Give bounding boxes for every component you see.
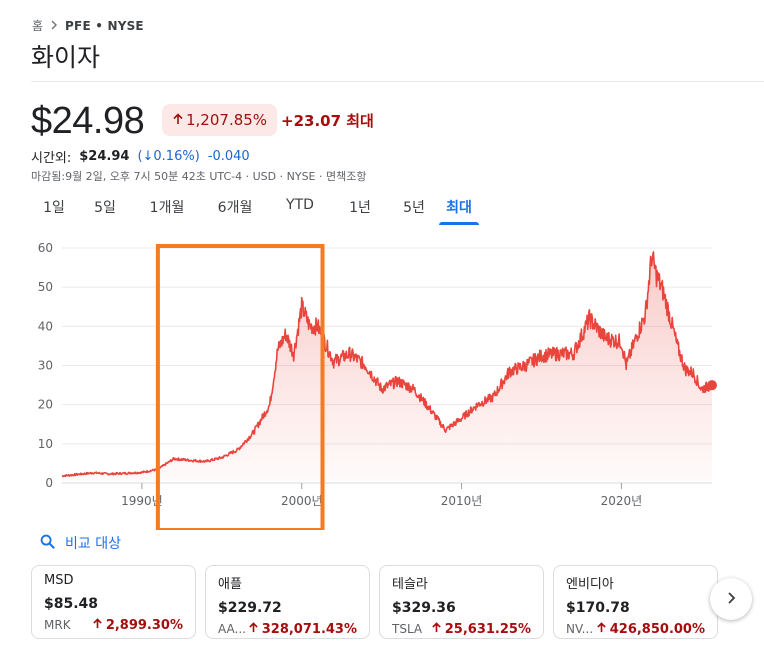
after-hours-label: 시간외: (31, 151, 72, 166)
card-footer: MRK 2,899.30% (44, 618, 183, 633)
search-icon (40, 534, 55, 553)
tab-6[interactable]: 1년 (349, 200, 371, 216)
card-footer: TSLA 25,631.25% (392, 622, 531, 637)
arrow-up-icon (172, 111, 184, 129)
breadcrumb-ticker: PFE • NYSE (65, 18, 144, 33)
card-price: $85.48 (44, 596, 99, 612)
x-tick-label: 2000년 (281, 494, 323, 508)
card-name: 애플 (218, 577, 242, 592)
card-percent: 328,071.43% (248, 622, 357, 637)
y-tick-label: 40 (38, 319, 53, 333)
card-percent-value: 328,071.43% (261, 622, 357, 637)
highlight-box (155, 244, 325, 530)
compare-card[interactable]: 엔비디아 $170.78 NV... 426,850.00% (553, 565, 718, 639)
card-price: $329.36 (392, 600, 456, 616)
tab-8[interactable]: 최대 (439, 195, 479, 225)
breadcrumb: 홈 PFE • NYSE (32, 17, 144, 34)
card-ticker: AA... (218, 622, 246, 636)
compare-label: 비교 대상 (65, 536, 121, 552)
card-percent: 426,850.00% (596, 622, 705, 637)
chevron-right-icon (724, 590, 738, 609)
tab-3[interactable]: 1개월 (149, 200, 185, 216)
card-price: $229.72 (218, 600, 282, 616)
card-ticker: MRK (44, 618, 71, 632)
page-title: 화이자 (31, 43, 101, 72)
compare-card[interactable]: 애플 $229.72 AA... 328,071.43% (205, 565, 370, 639)
compare-card[interactable]: MSD $85.48 MRK 2,899.30% (31, 565, 196, 639)
percent-change-badge: 1,207.85% (162, 104, 278, 136)
x-tick-label: 1990년 (121, 494, 163, 508)
y-tick-label: 60 (38, 241, 53, 255)
after-hours-price: $24.94 (79, 149, 130, 164)
card-percent: 25,631.25% (431, 622, 531, 637)
after-hours-row: 시간외: $24.94 (↓0.16%) -0.040 (31, 147, 250, 166)
comparison-cards: MSD $85.48 MRK 2,899.30% 애플 $229.72 AA... 328,0… (31, 565, 718, 639)
breadcrumb-home[interactable]: 홈 (32, 19, 44, 33)
tab-5[interactable]: YTD (286, 197, 314, 213)
tab-4[interactable]: 6개월 (217, 200, 253, 216)
card-price: $170.78 (566, 600, 630, 616)
after-hours-percent: (↓0.16%) (137, 149, 200, 164)
tab-1[interactable]: 1일 (43, 200, 65, 216)
after-hours-change: -0.040 (207, 149, 250, 164)
compare-button[interactable]: 비교 대상 (40, 533, 121, 553)
percent-change-value: 1,207.85% (186, 111, 268, 129)
card-percent-value: 426,850.00% (609, 622, 705, 637)
absolute-change: +23.07 최대 (281, 112, 374, 130)
tab-7[interactable]: 5년 (403, 200, 425, 216)
arrow-up-icon (248, 622, 258, 633)
card-percent-value: 2,899.30% (105, 618, 183, 633)
divider (31, 81, 764, 82)
arrow-up-icon (93, 618, 102, 629)
market-status-meta: 마감됨:9월 2일, 오후 7시 50분 42초 UTC-4 · USD · N… (31, 170, 367, 183)
card-name: 테슬라 (392, 577, 428, 592)
card-percent: 2,899.30% (92, 618, 183, 633)
chevron-right-icon (49, 19, 59, 33)
price-area (62, 251, 712, 483)
y-tick-label: 0 (45, 476, 53, 490)
card-name: 엔비디아 (566, 577, 614, 592)
y-tick-label: 10 (38, 437, 53, 451)
card-ticker: NV... (566, 622, 594, 636)
current-price-dot (707, 380, 717, 391)
y-tick-label: 20 (38, 398, 53, 412)
y-tick-label: 30 (38, 359, 53, 373)
tab-2[interactable]: 5일 (94, 200, 116, 216)
price-chart[interactable]: 0 10 20 30 40 50 60 1990년 2000년 2010년 2020년 (0, 232, 764, 530)
price-line (61, 251, 713, 478)
current-price: $24.98 (31, 100, 145, 142)
range-tabs: 1일 5일 1개월 6개월 YTD 1년 5년 최대 (31, 195, 479, 225)
next-button[interactable] (710, 578, 752, 620)
x-tick-label: 2020년 (601, 494, 643, 508)
card-ticker: TSLA (392, 622, 423, 636)
y-tick-label: 50 (38, 280, 53, 294)
arrow-up-icon (596, 622, 606, 633)
compare-card[interactable]: 테슬라 $329.36 TSLA 25,631.25% (379, 565, 544, 639)
x-tick-label: 2010년 (441, 494, 483, 508)
arrow-up-icon (432, 622, 441, 633)
card-percent-value: 25,631.25% (444, 622, 531, 637)
card-name: MSD (44, 573, 74, 588)
card-footer: NV... 426,850.00% (566, 622, 705, 637)
card-footer: AA... 328,071.43% (218, 622, 357, 637)
